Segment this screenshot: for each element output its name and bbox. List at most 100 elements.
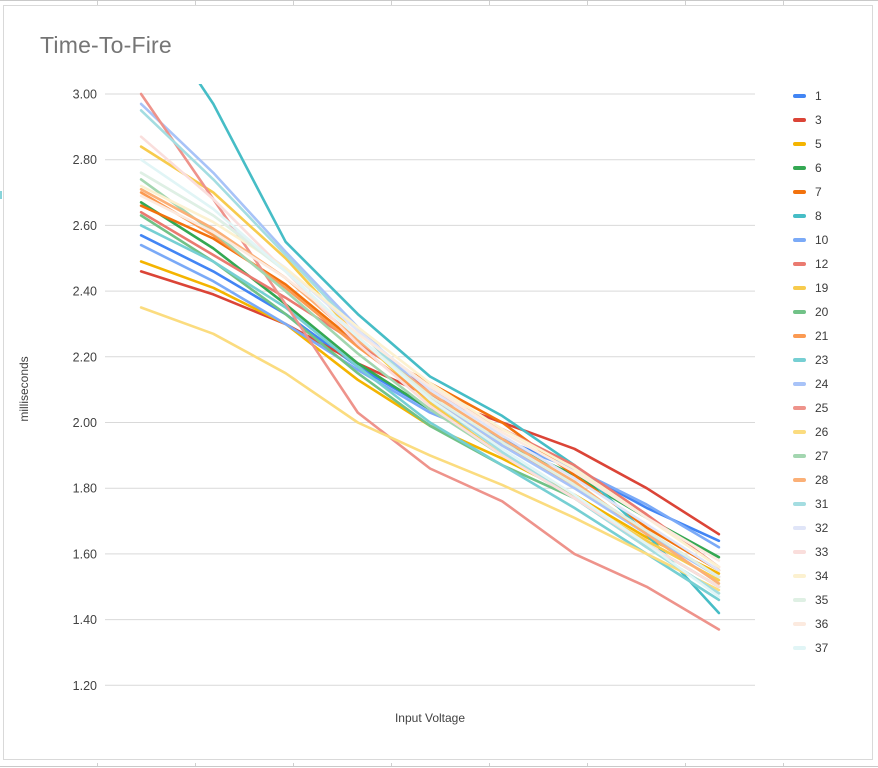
y-axis-title: milliseconds <box>17 356 31 422</box>
legend-swatch <box>793 238 806 242</box>
y-tick-label: 1.20 <box>73 679 97 693</box>
legend-label: 24 <box>815 377 829 391</box>
legend-swatch <box>793 310 806 314</box>
y-tick-label: 1.80 <box>73 482 97 496</box>
legend-label: 5 <box>815 137 822 151</box>
legend-label: 20 <box>815 305 829 319</box>
series-line-26 <box>139 306 721 592</box>
legend-item-31: 31 <box>793 492 871 516</box>
legend-swatch <box>793 430 806 434</box>
legend-label: 36 <box>815 617 829 631</box>
legend-label: 3 <box>815 113 822 127</box>
y-tick-label: 2.00 <box>73 416 97 430</box>
legend-item-12: 12 <box>793 252 871 276</box>
spreadsheet-column-ticks <box>0 1 878 5</box>
series-line-36 <box>139 194 721 562</box>
series-line-5 <box>139 260 721 575</box>
legend-swatch <box>793 262 806 266</box>
y-tick-label: 3.00 <box>73 88 97 102</box>
legend-swatch <box>793 574 806 578</box>
legend-swatch <box>793 118 806 122</box>
legend-swatch <box>793 526 806 530</box>
legend-item-3: 3 <box>793 108 871 132</box>
legend-item-21: 21 <box>793 324 871 348</box>
series-line-23 <box>139 224 721 602</box>
chart-title: Time-To-Fire <box>40 32 172 58</box>
legend-label: 23 <box>815 353 829 367</box>
series-line-35 <box>139 171 721 579</box>
legend-label: 21 <box>815 329 829 343</box>
legend: 1 3 5 6 7 8 10 12 19 20 21 23 24 25 26 27 28 31 32 33 34 35 36… <box>793 84 871 660</box>
legend-item-7: 7 <box>793 180 871 204</box>
legend-swatch <box>793 550 806 554</box>
legend-swatch <box>793 598 806 602</box>
legend-label: 32 <box>815 521 829 535</box>
legend-label: 37 <box>815 641 829 655</box>
series-line-37 <box>139 158 721 598</box>
legend-swatch <box>793 94 806 98</box>
legend-item-8: 8 <box>793 204 871 228</box>
legend-swatch <box>793 166 806 170</box>
legend-item-24: 24 <box>793 372 871 396</box>
x-axis-title: Input Voltage <box>394 711 466 725</box>
legend-label: 6 <box>815 161 822 175</box>
legend-item-28: 28 <box>793 468 871 492</box>
legend-swatch <box>793 382 806 386</box>
legend-item-1: 1 <box>793 84 871 108</box>
spreadsheet-column-ticks <box>0 763 878 767</box>
series-line-25 <box>139 92 721 631</box>
legend-item-10: 10 <box>793 228 871 252</box>
legend-label: 12 <box>815 257 829 271</box>
spreadsheet-row-line <box>0 0 878 1</box>
line-chart-plot: 3.00 2.80 2.60 2.40 2.20 2.00 1.80 1.60 1.40 1.20 <box>73 84 755 693</box>
legend-swatch <box>793 406 806 410</box>
legend-swatch <box>793 622 806 626</box>
spreadsheet-grid-top <box>0 0 878 5</box>
legend-label: 19 <box>815 281 829 295</box>
y-tick-label: 1.60 <box>73 547 97 561</box>
legend-item-27: 27 <box>793 444 871 468</box>
legend-item-34: 34 <box>793 564 871 588</box>
legend-item-5: 5 <box>793 132 871 156</box>
legend-swatch <box>793 334 806 338</box>
legend-label: 33 <box>815 545 829 559</box>
legend-label: 8 <box>815 209 822 223</box>
legend-item-37: 37 <box>793 636 871 660</box>
legend-label: 26 <box>815 425 829 439</box>
legend-swatch <box>793 190 806 194</box>
legend-item-23: 23 <box>793 348 871 372</box>
y-tick-label: 2.60 <box>73 219 97 233</box>
legend-label: 25 <box>815 401 829 415</box>
legend-item-36: 36 <box>793 612 871 636</box>
legend-item-33: 33 <box>793 540 871 564</box>
chart-card[interactable]: Time-To-Fire 3.00 2.80 2.60 2.40 2.20 2.00 1.8… <box>3 5 873 760</box>
legend-swatch <box>793 214 806 218</box>
legend-swatch <box>793 142 806 146</box>
series-line-8 <box>198 84 721 615</box>
legend-label: 7 <box>815 185 822 199</box>
legend-item-19: 19 <box>793 276 871 300</box>
legend-item-25: 25 <box>793 396 871 420</box>
legend-swatch <box>793 478 806 482</box>
legend-item-35: 35 <box>793 588 871 612</box>
y-tick-label: 1.40 <box>73 613 97 627</box>
legend-label: 10 <box>815 233 829 247</box>
legend-swatch <box>793 646 806 650</box>
legend-swatch <box>793 286 806 290</box>
legend-label: 27 <box>815 449 829 463</box>
legend-label: 34 <box>815 569 829 583</box>
legend-item-32: 32 <box>793 516 871 540</box>
legend-item-6: 6 <box>793 156 871 180</box>
y-tick-label: 2.40 <box>73 285 97 299</box>
legend-item-26: 26 <box>793 420 871 444</box>
spreadsheet-row-line <box>0 766 878 767</box>
spreadsheet-grid-bottom <box>0 763 878 768</box>
legend-label: 28 <box>815 473 829 487</box>
legend-swatch <box>793 502 806 506</box>
y-tick-label: 2.80 <box>73 153 97 167</box>
legend-label: 35 <box>815 593 829 607</box>
legend-swatch <box>793 454 806 458</box>
y-tick-label: 2.20 <box>73 350 97 364</box>
spreadsheet-cell-artifact <box>0 191 2 199</box>
series-line-10 <box>139 243 721 549</box>
